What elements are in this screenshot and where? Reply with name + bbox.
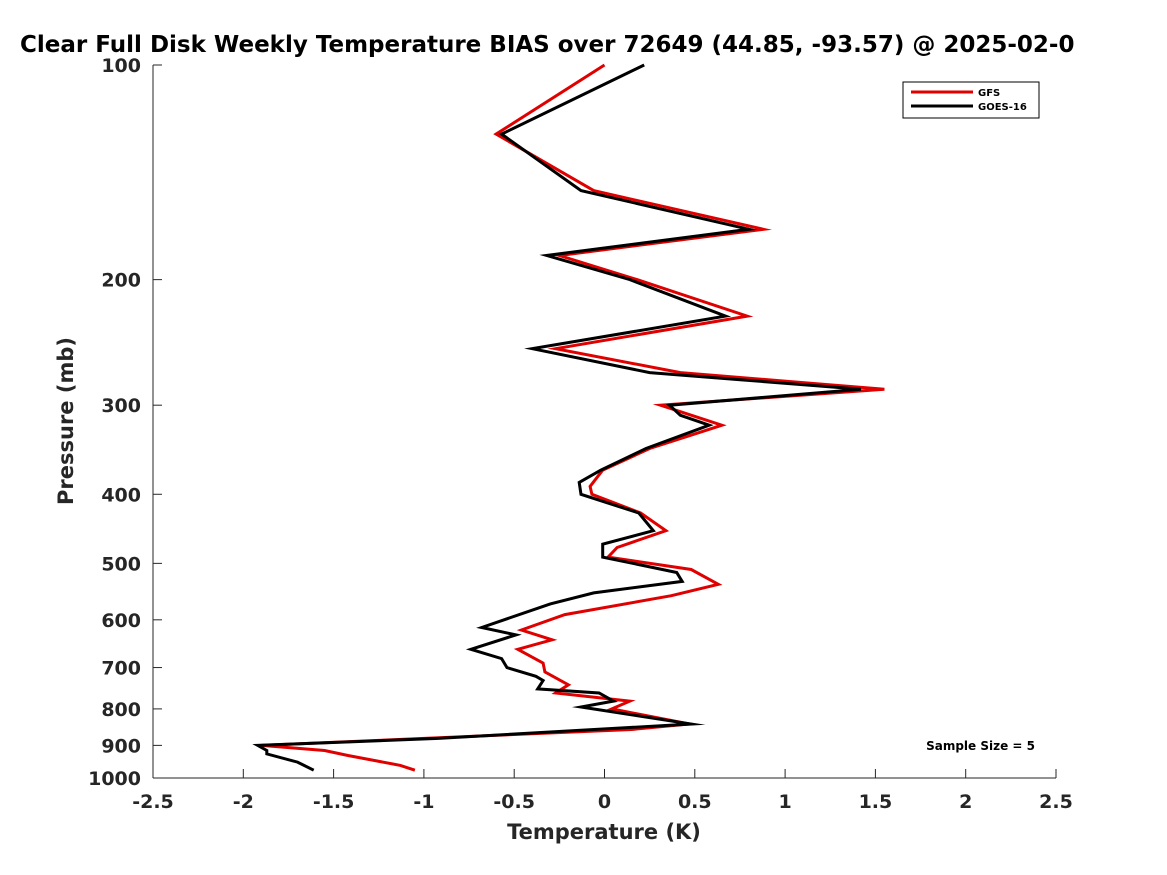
axes: -2.5 -2 -1.5 -1 -0.5 0 0.5 1 1.5 2 2.5 100 200 300 400… [88, 55, 1073, 813]
legend-entry-label: GOES-16 [978, 102, 1027, 113]
x-tick-label: -1 [413, 791, 434, 813]
legend-entry-label: GFS [978, 88, 1000, 99]
series-line-goes-16 [252, 63, 862, 772]
x-tick-label: 2 [959, 791, 972, 813]
x-tick-label: 1 [778, 791, 791, 813]
x-tick-label: 1.5 [859, 791, 893, 813]
y-tick-label: 600 [101, 610, 141, 632]
legend-box [902, 81, 1040, 119]
y-tick-label: 900 [101, 735, 141, 757]
y-tick-label: 700 [101, 658, 141, 680]
y-axis-label: Pressure (mb) [54, 337, 78, 505]
x-tick-label: 0.5 [678, 791, 712, 813]
chart-title: Clear Full Disk Weekly Temperature BIAS … [20, 32, 1074, 58]
plot-area [153, 65, 1056, 778]
y-tick-label: 500 [101, 553, 141, 575]
x-tick-label: -1.5 [313, 791, 355, 813]
x-axis-label: Temperature (K) [507, 820, 701, 844]
y-tick-label: 300 [101, 395, 141, 417]
series-layer [252, 63, 885, 772]
x-tick-label: 0 [598, 791, 611, 813]
y-tick-label: 400 [101, 484, 141, 506]
x-tick-label: -2.5 [132, 791, 174, 813]
y-tick-label: 200 [101, 270, 141, 292]
legend: GFS GOES-16 [902, 81, 1040, 119]
sample-size-annotation: Sample Size = 5 [926, 739, 1035, 753]
y-tick-label: 1000 [88, 768, 141, 790]
x-tick-label: 2.5 [1039, 791, 1073, 813]
y-tick-label: 100 [101, 55, 141, 77]
x-tick-label: -2 [233, 791, 254, 813]
y-tick-label: 800 [101, 699, 141, 721]
x-tick-label: -0.5 [493, 791, 535, 813]
